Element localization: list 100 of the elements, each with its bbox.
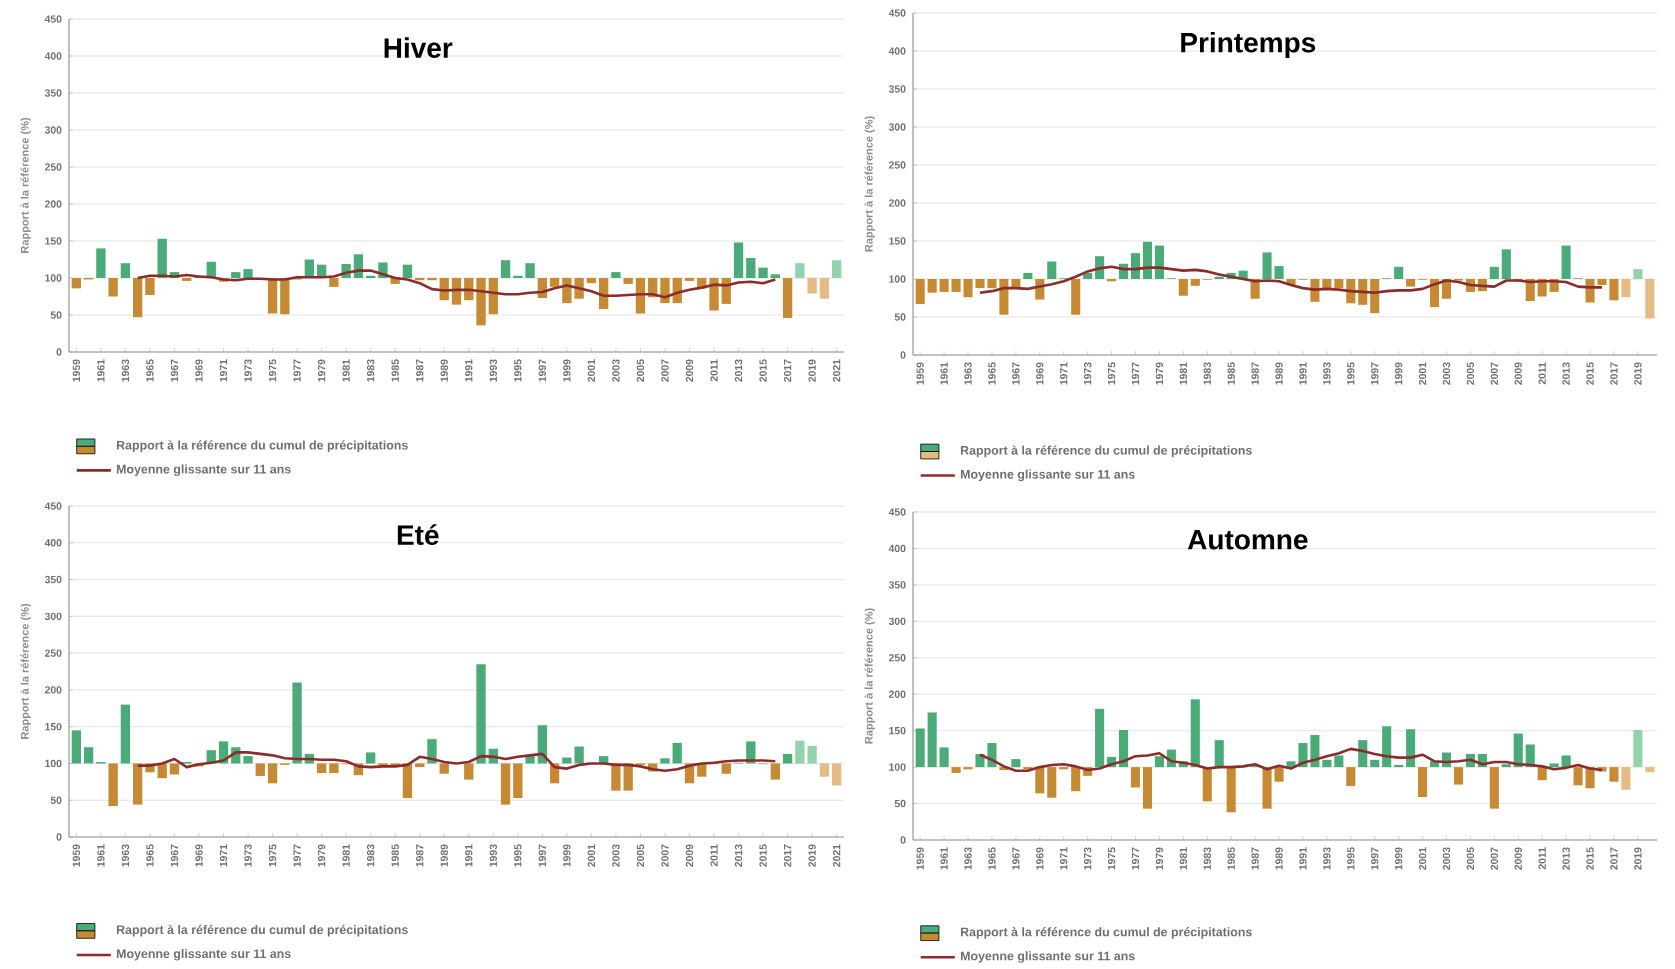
y-tick-label: 450 <box>888 9 906 17</box>
x-tick-label: 1985 <box>391 844 399 867</box>
x-tick-label: 1995 <box>514 359 522 382</box>
legend-label: Moyenne glissante sur 11 ans <box>960 469 1135 482</box>
x-tick-label: 1977 <box>1131 362 1140 385</box>
x-tick-label: 2009 <box>685 359 694 382</box>
x-tick-label: 1973 <box>1083 847 1092 870</box>
x-tick-label: 1965 <box>988 847 996 870</box>
y-tick-label: 50 <box>50 796 62 804</box>
x-tick-label: 1969 <box>195 844 203 867</box>
x-tick-label: 1977 <box>1131 847 1140 870</box>
x-tick-label: 1993 <box>489 359 497 382</box>
x-tick-label: 2013 <box>734 844 743 867</box>
y-tick-label: 200 <box>44 686 62 694</box>
x-tick-label: 1967 <box>170 359 179 382</box>
x-tick-label: 1991 <box>1299 847 1307 870</box>
x-tick-label: 1961 <box>97 359 105 382</box>
x-tick-label: 1969 <box>195 359 203 382</box>
y-tick-label: 450 <box>888 508 906 516</box>
x-tick-label: 2017 <box>783 844 792 867</box>
x-tick-label: 2001 <box>1418 362 1427 385</box>
x-tick-label: 1973 <box>1083 362 1092 385</box>
x-tick-label: 2003 <box>1442 362 1451 385</box>
x-tick-label: 1971 <box>219 359 228 382</box>
x-tick-label: 1997 <box>1371 362 1379 385</box>
y-tick-label: 200 <box>44 200 62 208</box>
y-tick-label: 0 <box>56 348 62 356</box>
y-tick-label: 300 <box>888 123 906 131</box>
x-tick-label: 1999 <box>563 359 571 382</box>
x-tick-label: 2015 <box>1586 362 1594 385</box>
y-tick-label: 0 <box>56 833 62 841</box>
x-tick-label: 1995 <box>514 844 522 867</box>
x-tick-label: 1965 <box>146 359 154 382</box>
y-tick-label: 200 <box>888 199 906 207</box>
x-tick-label: 1983 <box>366 844 375 867</box>
x-tick-label: 1993 <box>1323 847 1331 870</box>
x-tick-label: 1975 <box>268 844 277 867</box>
x-tick-label: 1997 <box>538 359 547 382</box>
x-tick-label: 1995 <box>1347 847 1355 870</box>
legend-label: Rapport à la référence du cumul de précipitations <box>960 445 1252 458</box>
x-tick-label: 1959 <box>916 847 924 870</box>
x-tick-label: 1979 <box>317 844 326 867</box>
x-tick-label: 2017 <box>783 359 792 382</box>
x-tick-label: 2015 <box>1586 847 1594 870</box>
x-tick-label: 1985 <box>1227 847 1235 870</box>
x-tick-label: 1971 <box>1060 847 1068 870</box>
y-axis-title: Rapport à la référence (%) <box>20 117 31 253</box>
y-tick-label: 150 <box>889 726 906 735</box>
text: Eté <box>397 524 439 546</box>
y-tick-label: 0 <box>900 351 906 359</box>
x-tick-label: 1963 <box>964 362 972 385</box>
y-tick-label: 400 <box>888 47 906 55</box>
x-tick-label: 1959 <box>72 359 81 382</box>
y-tick-label: 300 <box>44 126 62 134</box>
y-tick-label: 350 <box>44 575 62 584</box>
x-tick-label: 1987 <box>1251 847 1259 870</box>
x-tick-label: 1993 <box>1323 362 1331 385</box>
x-tick-label: 1981 <box>342 359 350 382</box>
x-tick-label: 2019 <box>1634 847 1642 870</box>
x-tick-label: 1965 <box>146 844 154 867</box>
y-axis-title: Rapport à la référence (%) <box>864 608 875 744</box>
x-tick-label: 1987 <box>416 844 424 867</box>
x-tick-label: 2007 <box>661 844 669 867</box>
legend-label: Rapport à la référence du cumul de précipitations <box>960 927 1252 939</box>
x-tick-label: 1985 <box>1227 362 1235 385</box>
y-tick-label: 300 <box>888 617 906 626</box>
y-tick-label: 300 <box>44 612 62 621</box>
y-tick-label: 450 <box>44 15 62 23</box>
x-tick-label: 2005 <box>1466 362 1475 385</box>
x-tick-label: 2001 <box>587 359 596 382</box>
x-tick-label: 1989 <box>440 359 448 382</box>
x-tick-label: 1969 <box>1036 847 1044 870</box>
y-axis-title: Rapport à la référence (%) <box>864 116 875 252</box>
text: Hiver <box>384 37 453 58</box>
x-tick-label: 1993 <box>489 844 497 867</box>
legend-label: Moyenne glissante sur 11 ans <box>960 951 1135 963</box>
x-tick-label: 1983 <box>366 359 375 382</box>
x-tick-label: 1991 <box>1299 362 1307 385</box>
text: Printemps <box>1181 32 1316 59</box>
y-tick-label: 150 <box>889 237 906 245</box>
y-tick-label: 400 <box>44 539 62 547</box>
y-tick-label: 150 <box>45 722 62 731</box>
x-tick-label: 2001 <box>587 844 596 867</box>
x-tick-label: 1963 <box>964 847 972 870</box>
x-tick-label: 2013 <box>734 359 743 382</box>
x-tick-label: 1975 <box>268 359 277 382</box>
y-tick-label: 250 <box>888 654 906 662</box>
x-tick-label: 1965 <box>988 362 996 385</box>
x-tick-label: 1981 <box>1179 847 1188 870</box>
x-tick-label: 1959 <box>72 844 81 867</box>
y-tick-label: 50 <box>894 313 906 321</box>
y-tick-label: 400 <box>888 544 906 553</box>
x-tick-label: 1967 <box>170 844 179 867</box>
x-tick-label: 2009 <box>1514 847 1522 870</box>
x-tick-label: 2003 <box>612 359 620 382</box>
y-tick-label: 0 <box>900 836 906 844</box>
x-tick-label: 1981 <box>1179 362 1188 385</box>
x-tick-label: 1999 <box>563 844 571 867</box>
x-tick-label: 2007 <box>1490 847 1499 870</box>
x-tick-label: 1983 <box>1203 362 1211 385</box>
